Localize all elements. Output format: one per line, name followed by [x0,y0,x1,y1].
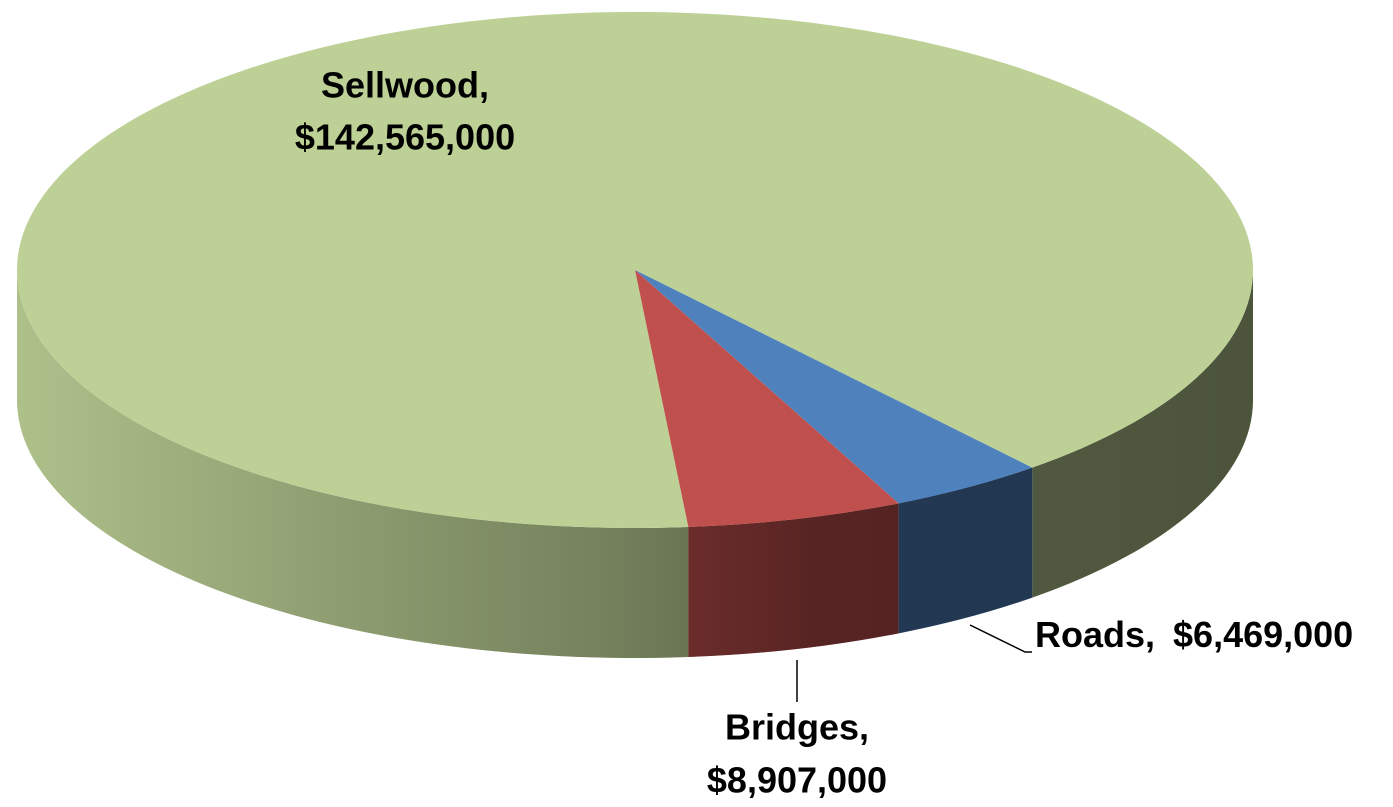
slice-side-shade [17,270,689,659]
slice-side-shade [898,467,1033,634]
slice-label: Sellwood, [321,65,489,106]
slice-label: Bridges, [725,707,869,748]
slice-side-shade [688,503,899,658]
pie-tops [17,12,1254,528]
slice-value-label: $6,469,000 [1173,614,1353,655]
slice-category: Roads, [1035,614,1155,655]
slice-value-label: $142,565,000 [295,117,515,158]
pie-sides [17,270,1253,659]
leader-line [969,624,1032,653]
slice-side-shade [1032,270,1253,598]
slice-label: Roads, $6,469,000 [1035,614,1353,655]
slice-value-label: $8,907,000 [707,760,887,801]
slice [635,270,1033,504]
slice [635,270,899,528]
